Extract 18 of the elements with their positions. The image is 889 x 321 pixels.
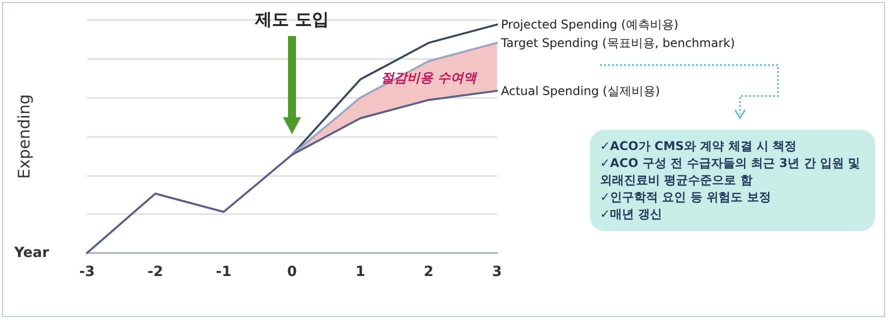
text: ✓ACO 구성 전 수급자들의 최근 3년 간 입원 및 외래진료비 평균수준으로 함 xyxy=(600,155,862,189)
x-tick-label: -3 xyxy=(79,264,95,280)
annotation: 제도 도입 xyxy=(254,9,330,31)
x-tick-label: -1 xyxy=(216,264,232,280)
text: ✓매년 갱신 xyxy=(600,206,664,223)
x-tick-label: 2 xyxy=(424,264,434,280)
x-tick-label: 1 xyxy=(355,264,366,280)
series-label: Actual Spending (실제비용) xyxy=(501,84,660,98)
x-axis-title: Year xyxy=(13,245,50,261)
x-tick-label: 0 xyxy=(287,264,298,280)
x-tick-label: -2 xyxy=(148,264,164,280)
y-axis-title: Expending xyxy=(14,94,34,179)
text: ✓ACO가 CMS와 계약 체결 시 책정 xyxy=(600,138,798,155)
text: ✓인구학적 요인 등 위험도 보정 xyxy=(600,189,772,206)
series-label: Target Spending (목표비용, benchmark) xyxy=(500,36,735,50)
x-tick-label: 3 xyxy=(492,264,502,280)
annotation: 절감비용 수여액 xyxy=(380,70,478,88)
series-label: Projected Spending (예측비용) xyxy=(501,18,678,32)
